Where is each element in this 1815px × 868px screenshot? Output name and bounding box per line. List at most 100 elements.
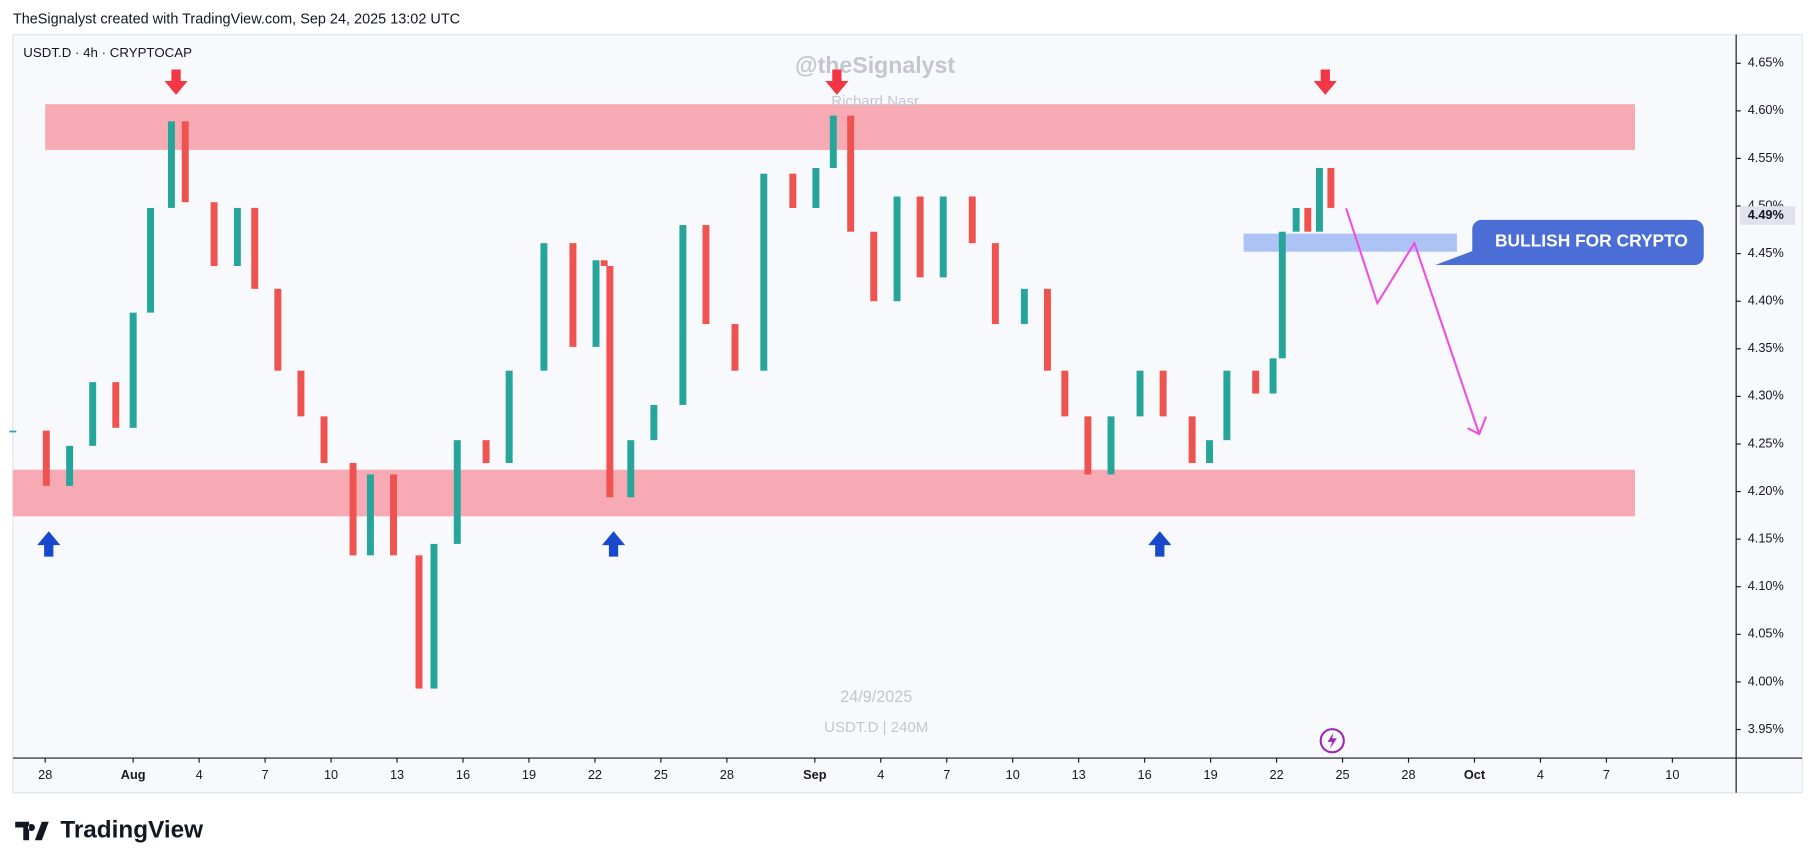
x-tick-label: 28 bbox=[1401, 767, 1415, 782]
candle bbox=[505, 370, 513, 464]
x-tick-label: 19 bbox=[1204, 767, 1218, 782]
support-arrows bbox=[37, 531, 1172, 557]
candle bbox=[1084, 416, 1092, 475]
candle bbox=[1327, 167, 1335, 208]
footer-text: TradingView bbox=[60, 816, 203, 843]
candle bbox=[320, 416, 328, 464]
logo-mark bbox=[15, 821, 49, 841]
resistance-arrows bbox=[164, 69, 1337, 95]
candle bbox=[1206, 440, 1213, 464]
x-tick-label: 4 bbox=[196, 767, 203, 782]
x-tick-label: 28 bbox=[720, 767, 734, 782]
lightning-icon bbox=[1319, 728, 1345, 754]
x-tick-label: Oct bbox=[1464, 767, 1486, 782]
candle bbox=[453, 440, 461, 544]
candle bbox=[349, 463, 357, 556]
up-arrow bbox=[37, 531, 61, 557]
y-tick-label: 4.65% bbox=[1748, 55, 1784, 70]
y-tick-label: 4.60% bbox=[1748, 102, 1784, 117]
x-tick-label: 4 bbox=[1537, 767, 1544, 782]
candle bbox=[789, 173, 797, 208]
candle bbox=[702, 225, 710, 325]
x-tick-label: 28 bbox=[38, 767, 52, 782]
candle bbox=[991, 243, 999, 325]
candle bbox=[829, 115, 837, 168]
down-arrow bbox=[164, 69, 188, 95]
symbol-title: USDT.D · 4h · CRYPTOCAP bbox=[23, 45, 192, 60]
x-tick-label: 13 bbox=[1072, 767, 1086, 782]
candle bbox=[916, 196, 924, 278]
x-tick-label: 25 bbox=[1335, 767, 1349, 782]
candle bbox=[1136, 370, 1144, 417]
x-tick-label: Sep bbox=[803, 767, 827, 782]
y-tick-label: 3.95% bbox=[1748, 721, 1784, 736]
down-arrow bbox=[1313, 69, 1337, 95]
x-tick-label: 7 bbox=[943, 767, 950, 782]
y-tick-label: 4.20% bbox=[1748, 483, 1784, 498]
x-tick-label: 25 bbox=[654, 767, 668, 782]
up-arrow bbox=[1148, 531, 1172, 557]
x-tick-label: 22 bbox=[588, 767, 602, 782]
projection-arrowhead bbox=[1467, 416, 1488, 436]
candle bbox=[1020, 288, 1028, 325]
candle bbox=[210, 202, 218, 266]
projection-path bbox=[1345, 207, 1481, 435]
credit: TheSignalyst created with TradingView.co… bbox=[13, 11, 460, 27]
watermark-sub: Richard Nasr bbox=[831, 93, 919, 110]
candle bbox=[1223, 370, 1231, 441]
candle bbox=[1043, 288, 1051, 371]
candle bbox=[627, 440, 635, 498]
candle bbox=[939, 196, 947, 278]
candle bbox=[1159, 370, 1167, 417]
y-tick-label: 4.25% bbox=[1748, 435, 1784, 450]
candle bbox=[251, 207, 259, 289]
candle bbox=[540, 243, 548, 371]
y-tick-label: 4.15% bbox=[1748, 531, 1784, 546]
candle bbox=[679, 225, 687, 405]
candle bbox=[66, 445, 74, 486]
x-tick-label: Aug bbox=[121, 767, 146, 782]
candle bbox=[415, 555, 423, 689]
x-tick-label: 13 bbox=[390, 767, 404, 782]
y-tick-label: 4.55% bbox=[1748, 150, 1784, 165]
candle bbox=[1315, 167, 1323, 232]
candle bbox=[968, 196, 976, 244]
candle bbox=[129, 312, 137, 428]
symbol-stamp: USDT.D | 240M bbox=[824, 719, 928, 736]
y-tick-label: 4.35% bbox=[1748, 340, 1784, 355]
candle bbox=[1304, 207, 1312, 232]
candle bbox=[1188, 416, 1196, 464]
last-price-box bbox=[1739, 206, 1796, 225]
y-tick-label: 4.40% bbox=[1748, 293, 1784, 308]
y-tick-label: 4.05% bbox=[1748, 626, 1784, 641]
candle bbox=[1269, 358, 1277, 394]
up-arrow bbox=[601, 531, 626, 557]
y-tick-label: 4.00% bbox=[1748, 673, 1784, 688]
chart-frame bbox=[12, 34, 1803, 794]
x-tick-label: 16 bbox=[456, 767, 470, 782]
candle bbox=[600, 260, 608, 266]
y-tick-label: 4.10% bbox=[1748, 578, 1784, 593]
date-stamp: 24/9/2025 bbox=[840, 688, 912, 706]
candle bbox=[274, 288, 282, 371]
watermark: @theSignalyst bbox=[795, 52, 955, 78]
candle bbox=[592, 260, 600, 347]
candle bbox=[1252, 370, 1260, 394]
zone bbox=[12, 469, 1636, 517]
y-tick-label: 4.30% bbox=[1748, 388, 1784, 403]
candle bbox=[1278, 231, 1286, 359]
candle bbox=[650, 404, 658, 441]
candle bbox=[147, 207, 155, 313]
x-tick-label: 7 bbox=[262, 767, 269, 782]
down-arrow bbox=[825, 69, 849, 95]
x-tick-label: 10 bbox=[1665, 767, 1679, 782]
candle bbox=[9, 430, 17, 433]
candle bbox=[89, 382, 97, 446]
y-tick-label: 4.45% bbox=[1748, 245, 1784, 260]
candle bbox=[366, 474, 374, 556]
x-tick-label: 7 bbox=[1603, 767, 1610, 782]
candle bbox=[430, 543, 438, 689]
x-tick-label: 22 bbox=[1270, 767, 1284, 782]
